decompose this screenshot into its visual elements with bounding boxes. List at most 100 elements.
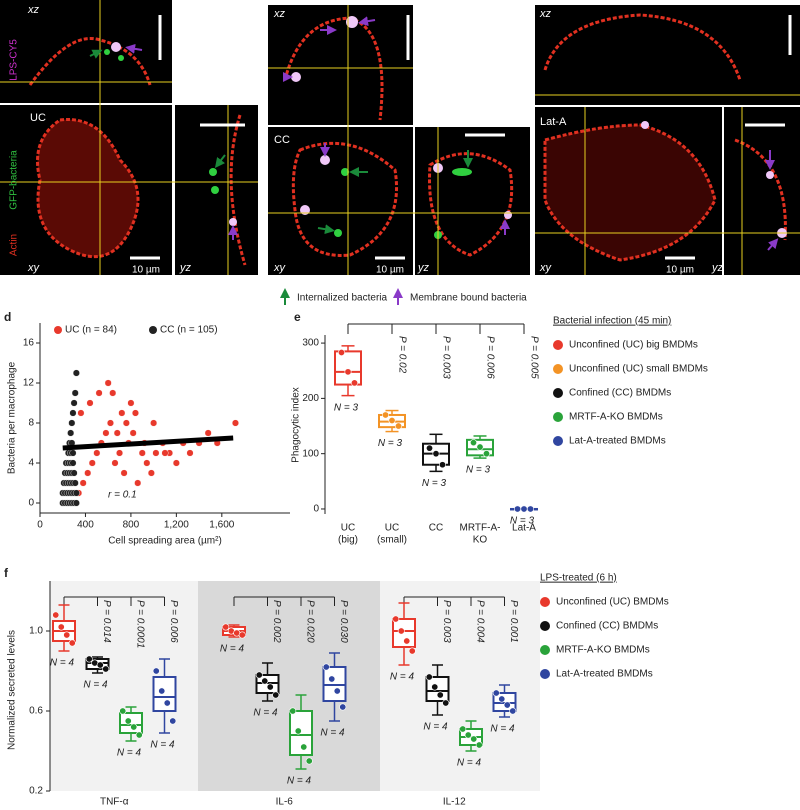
y-tick-label: 0.2 xyxy=(29,786,43,797)
scatter-point xyxy=(69,409,77,417)
scatter-point xyxy=(93,449,101,457)
data-point xyxy=(63,631,71,639)
scatter-point xyxy=(134,479,142,487)
data-point xyxy=(305,757,313,765)
legend-title: Bacterial infection (45 min) xyxy=(553,316,671,327)
legend-swatch xyxy=(540,645,550,655)
n-label: N = 3 xyxy=(378,438,403,449)
y-tick-label: 300 xyxy=(302,338,319,349)
arrow-legend-label: Internalized bacteria xyxy=(297,293,387,304)
group-label: TNF-α xyxy=(100,797,129,808)
legend-swatch xyxy=(553,340,563,350)
panel-c-images: c xz xy yz Lat-A 10 µm xyxy=(535,0,800,276)
data-point xyxy=(425,673,433,681)
data-point xyxy=(394,422,402,430)
scatter-point xyxy=(143,459,151,467)
data-point xyxy=(388,416,396,424)
scale-label: 10 µm xyxy=(376,265,404,276)
p-value: P = 0.006 xyxy=(484,336,495,379)
p-value: P = 0.0001 xyxy=(134,600,145,648)
y-tick-label: 0 xyxy=(313,504,319,515)
panel-b-images: b xz xy yz CC 10 µm xyxy=(268,0,530,276)
y-tick-label: 0 xyxy=(28,498,34,509)
x-tick-label: CC xyxy=(429,523,443,534)
p-value: P = 0.014 xyxy=(101,600,112,643)
legend-label: Lat-A-treated BMDMs xyxy=(556,669,653,680)
scatter-point xyxy=(122,419,130,427)
scatter-point xyxy=(118,409,126,417)
data-point xyxy=(425,444,433,452)
scatter-point xyxy=(109,389,117,397)
data-point xyxy=(459,725,467,733)
data-point xyxy=(119,707,127,715)
data-point xyxy=(408,647,416,655)
n-label: N = 4 xyxy=(390,672,415,683)
legend-title: LPS-treated (6 h) xyxy=(540,573,617,584)
scatter-point xyxy=(102,429,110,437)
group-band xyxy=(198,581,380,791)
legend-swatch xyxy=(540,597,550,607)
data-point xyxy=(475,741,483,749)
box xyxy=(152,676,177,712)
view-label: xy xyxy=(539,262,553,274)
data-point xyxy=(289,707,297,715)
channel-label: LPS-CY5 xyxy=(9,39,20,81)
data-point xyxy=(272,691,280,699)
scatter-point xyxy=(129,429,137,437)
data-point xyxy=(322,663,330,671)
x-axis-label: Cell spreading area (µm²) xyxy=(108,536,222,547)
scatter-point xyxy=(72,499,80,507)
panel-letter: c xyxy=(540,0,547,2)
data-point xyxy=(333,687,341,695)
data-point xyxy=(482,450,490,458)
n-label: N = 4 xyxy=(457,758,482,769)
scatter-point xyxy=(67,429,75,437)
data-point xyxy=(509,707,517,715)
p-value: P = 0.030 xyxy=(338,600,349,643)
scatter-point xyxy=(72,369,80,377)
scatter-point xyxy=(113,429,121,437)
scale-label: 10 µm xyxy=(132,265,160,276)
legend-swatch xyxy=(149,326,157,334)
scatter-point xyxy=(131,409,139,417)
scatter-point xyxy=(86,399,94,407)
y-axis-label: Normalized secreted levels xyxy=(7,630,18,750)
y-tick-label: 16 xyxy=(23,338,35,349)
data-point xyxy=(294,727,302,735)
legend-swatch xyxy=(54,326,62,334)
data-point xyxy=(169,717,177,725)
n-label: N = 4 xyxy=(320,728,345,739)
x-tick-label: UC xyxy=(385,523,399,534)
data-point xyxy=(68,639,76,647)
data-point xyxy=(102,665,110,673)
legend-swatch xyxy=(540,621,550,631)
condition-label: UC xyxy=(30,112,46,124)
data-point xyxy=(520,505,528,513)
data-point xyxy=(513,505,521,513)
arrow-legend: Internalized bacteria Membrane bound bac… xyxy=(280,288,527,305)
data-point xyxy=(328,675,336,683)
panel-a-images: a xz xy yz UC 10 µm LPS-CY5 GFP-bacteria… xyxy=(0,0,258,276)
panel-letter: e xyxy=(294,310,301,324)
n-label: N = 4 xyxy=(490,724,515,735)
data-point xyxy=(469,439,477,447)
data-point xyxy=(135,731,143,739)
x-tick-label: (big) xyxy=(338,535,358,546)
view-label: xy xyxy=(273,262,287,274)
condition-label: Lat-A xyxy=(540,116,567,128)
legend-swatch xyxy=(553,412,563,422)
data-point xyxy=(492,689,500,697)
data-point xyxy=(350,379,358,387)
scatter-point xyxy=(70,469,78,477)
scatter-point xyxy=(69,459,77,467)
legend-label: Unconfined (UC) BMDMs xyxy=(556,597,669,608)
data-point xyxy=(436,691,444,699)
x-tick-label: Lat-A xyxy=(512,523,536,534)
data-point xyxy=(438,461,446,469)
scatter-point xyxy=(71,479,79,487)
panel-letter: b xyxy=(272,0,279,2)
n-label: N = 3 xyxy=(334,402,359,413)
data-point xyxy=(300,743,308,751)
data-point xyxy=(255,671,263,679)
